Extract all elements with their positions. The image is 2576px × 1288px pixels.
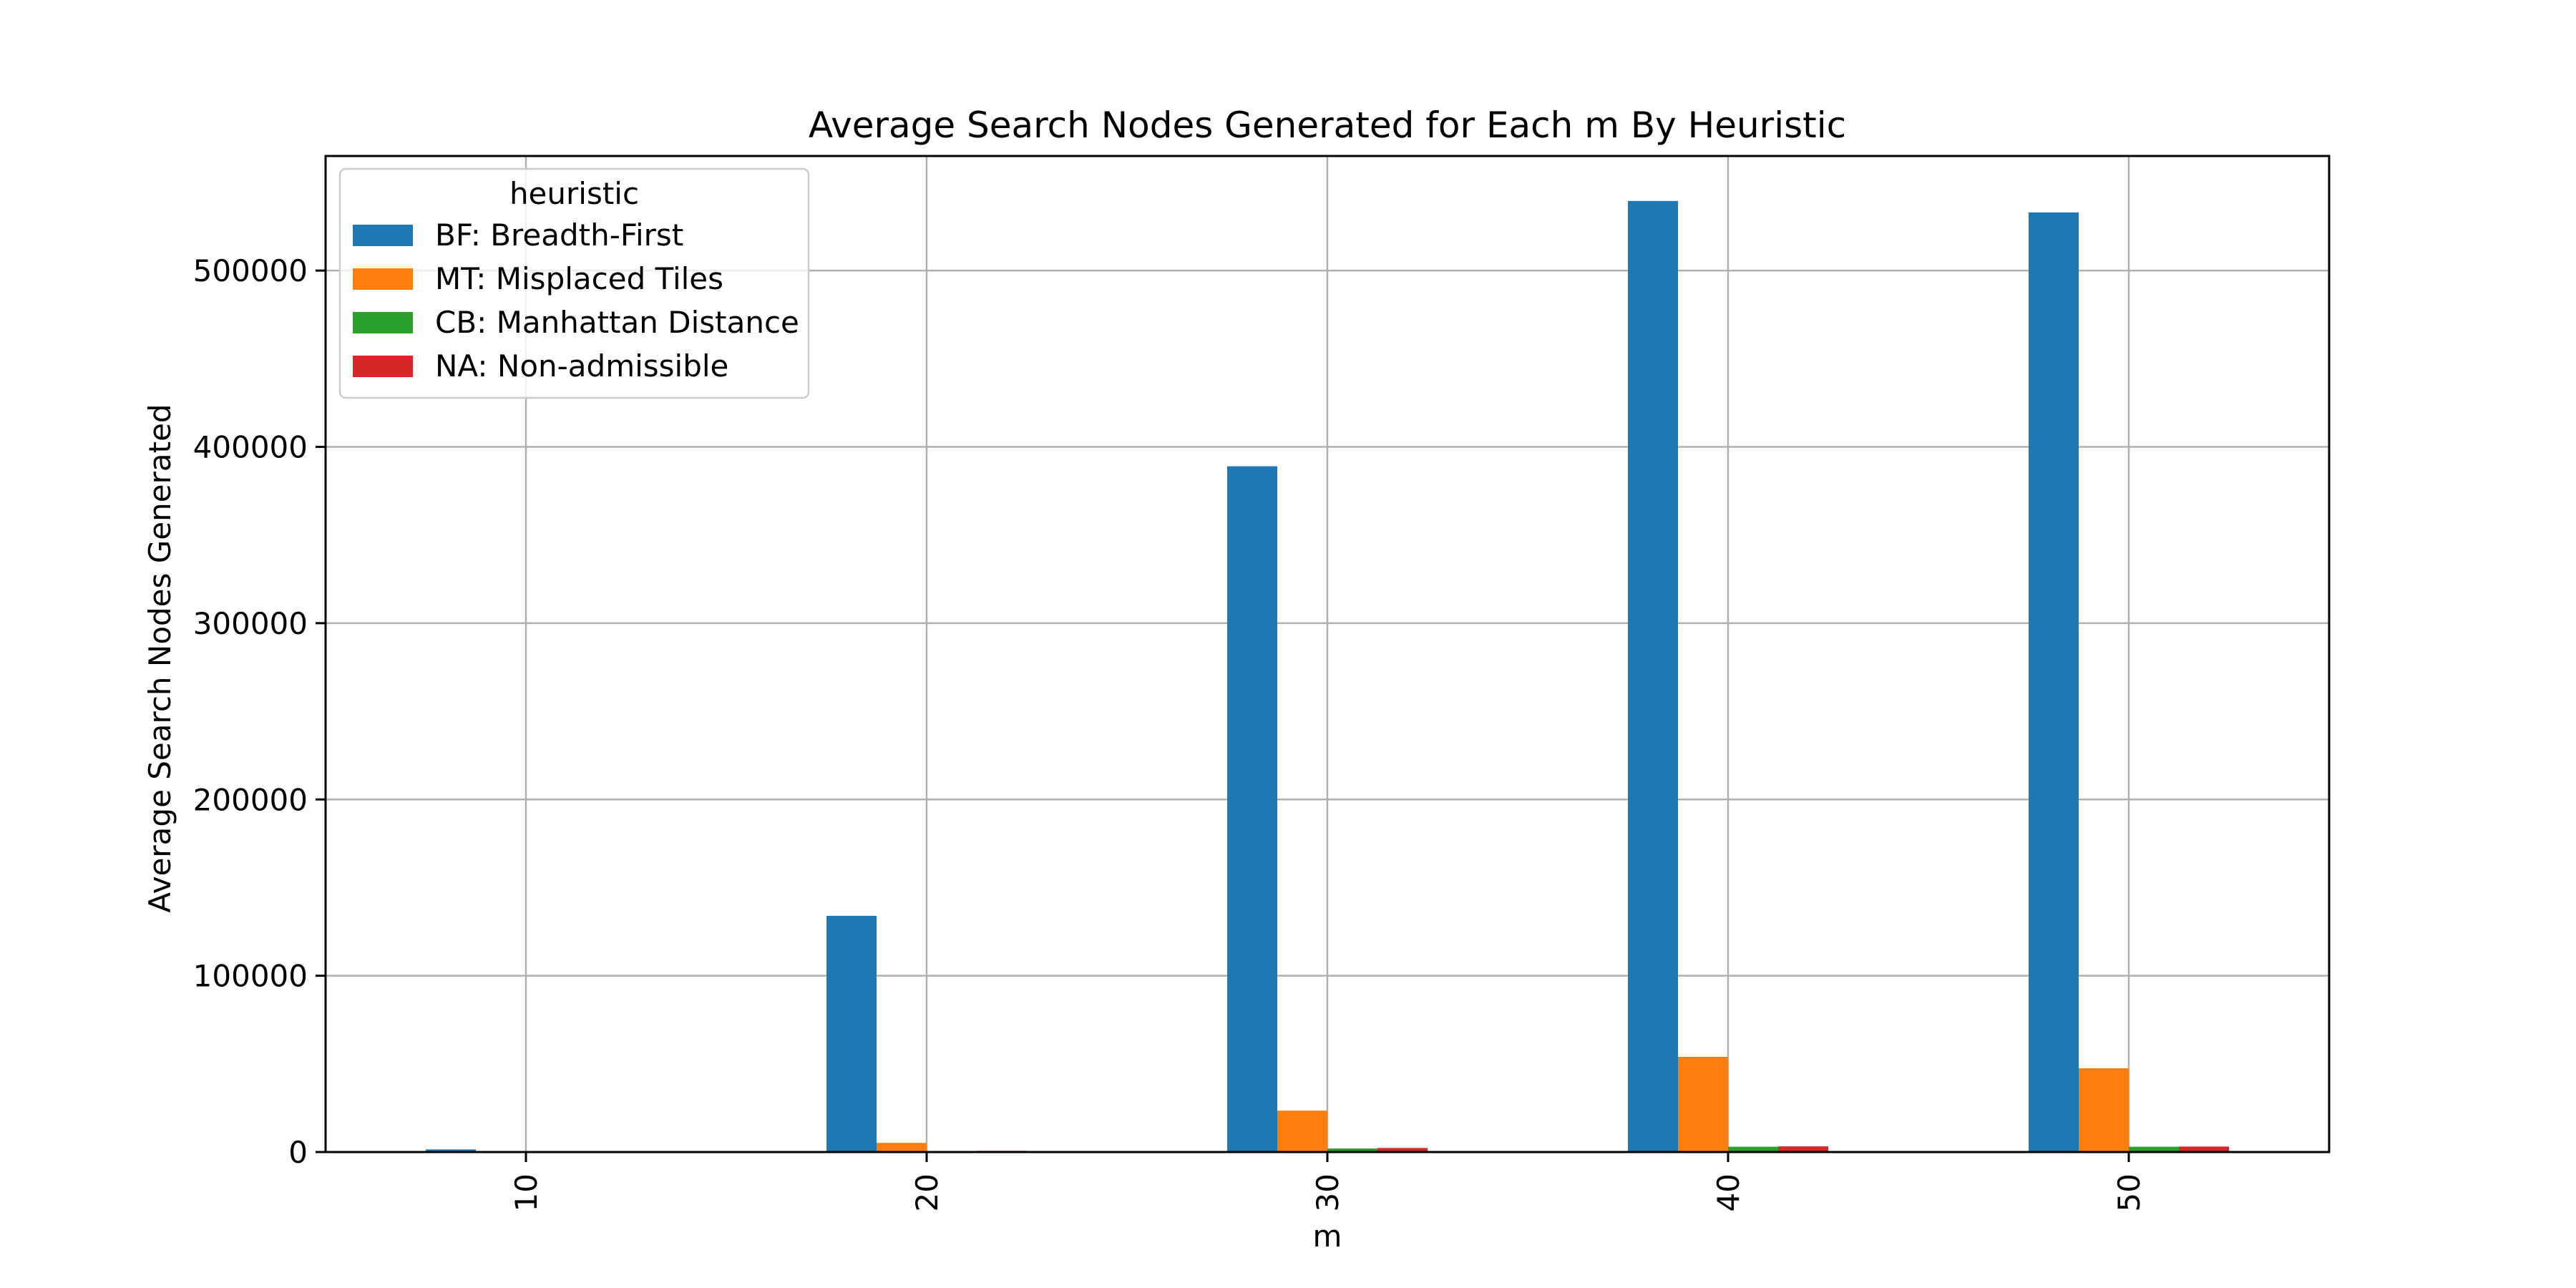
legend-label-1: BF: Breadth-First (435, 218, 683, 253)
x-tick-label: 50 (2112, 1174, 2147, 1211)
legend-title: heuristic (509, 176, 639, 211)
bar-4-30 (1377, 1148, 1428, 1152)
y-tick-label: 300000 (193, 606, 308, 641)
x-tick-label: 30 (1310, 1174, 1345, 1211)
legend-swatch-2 (353, 268, 413, 290)
y-tick-label: 500000 (193, 253, 308, 288)
bar-1-10 (426, 1149, 476, 1152)
x-axis-label: m (1313, 1219, 1342, 1254)
bar-3-40 (1728, 1146, 1778, 1152)
bar-4-40 (1778, 1146, 1828, 1152)
legend-swatch-3 (353, 312, 413, 333)
x-tick-label: 10 (509, 1174, 544, 1211)
bar-1-50 (2029, 212, 2079, 1153)
legend-swatch-4 (353, 356, 413, 377)
bar-1-30 (1227, 466, 1277, 1152)
legend-label-2: MT: Misplaced Tiles (435, 261, 723, 296)
y-tick-label: 100000 (193, 959, 308, 994)
y-tick-label: 400000 (193, 430, 308, 465)
y-tick-label: 0 (288, 1135, 308, 1170)
legend: heuristic BF: Breadth-First MT: Misplaced … (338, 167, 810, 399)
x-tick-label: 20 (909, 1174, 945, 1211)
bar-1-40 (1628, 200, 1678, 1153)
y-axis-label: Average Search Nodes Generated (142, 404, 177, 912)
bar-2-20 (877, 1143, 927, 1152)
bar-2-50 (2079, 1068, 2129, 1152)
chart-title: Average Search Nodes Generated for Each … (809, 104, 1846, 146)
legend-label-4: NA: Non-admissible (435, 348, 728, 384)
legend-box (338, 167, 810, 399)
bar-2-40 (1678, 1056, 1728, 1152)
y-tick-label: 200000 (193, 782, 308, 817)
bar-2-30 (1277, 1111, 1327, 1152)
bar-3-50 (2129, 1146, 2179, 1152)
bar-1-20 (826, 915, 877, 1152)
bar-4-50 (2179, 1146, 2229, 1152)
legend-label-3: CB: Manhattan Distance (435, 305, 799, 340)
x-tick-label: 40 (1711, 1174, 1746, 1211)
bar-3-30 (1327, 1148, 1377, 1152)
legend-swatch-1 (353, 225, 413, 246)
